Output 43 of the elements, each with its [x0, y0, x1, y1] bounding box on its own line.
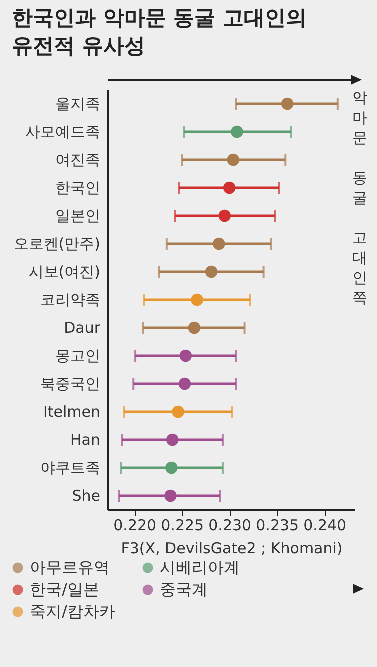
point — [205, 266, 218, 278]
x-tick-label: 0.225 — [161, 516, 204, 534]
point — [164, 490, 177, 502]
point — [188, 322, 201, 334]
legend-label: 아무르유역 — [30, 558, 110, 577]
y-tick-label: 울지족 — [56, 95, 100, 113]
x-tick-label: 0.235 — [256, 516, 300, 534]
y-tick-label: 사모예드족 — [26, 123, 100, 141]
y-tick-label: Itelmen — [43, 403, 100, 421]
x-tick-label: 0.220 — [114, 516, 157, 534]
y-tick-label: 시보(여진) — [28, 263, 100, 281]
y-tick-label: 몽고인 — [56, 347, 100, 365]
y-tick-label: 여진족 — [56, 151, 100, 169]
point — [166, 434, 179, 446]
x-tick-label: 0.240 — [304, 516, 347, 534]
point — [281, 98, 294, 110]
y-tick-label: 야쿠트족 — [40, 459, 100, 477]
legend-label: 죽지/캄차카 — [30, 602, 116, 621]
point — [218, 210, 231, 222]
y-tick-label: 일본인 — [56, 207, 100, 225]
y-tick-label: 코리약족 — [40, 291, 100, 309]
y-tick-label: 한국인 — [56, 179, 100, 197]
text: 악마문 동굴 고대인쪽 — [352, 89, 368, 307]
legend-label: 한국/일본 — [30, 580, 100, 599]
point — [191, 294, 204, 306]
point — [166, 462, 178, 474]
point — [213, 238, 226, 250]
legend-label: 중국계 — [160, 580, 208, 599]
point — [178, 378, 192, 390]
point — [172, 406, 184, 418]
point — [231, 126, 244, 138]
point — [180, 350, 192, 362]
legend-label: 시베리아계 — [160, 558, 240, 577]
y-tick-label: 북중국인 — [40, 375, 100, 393]
chart-title: 한국인과 악마문 동굴 고대인의 유전적 유사성 — [12, 5, 308, 60]
y-tick-label: She — [72, 487, 100, 505]
y-tick-label: 오로켄(만주) — [14, 235, 100, 253]
point — [223, 182, 236, 194]
point — [227, 154, 240, 166]
x-tick-label: 0.230 — [208, 516, 252, 534]
y-tick-label: Daur — [64, 319, 102, 337]
y-tick-label: Han — [70, 431, 100, 449]
x-axis-title: F3(X, DevilsGate2 ; Khomani) — [121, 540, 343, 558]
